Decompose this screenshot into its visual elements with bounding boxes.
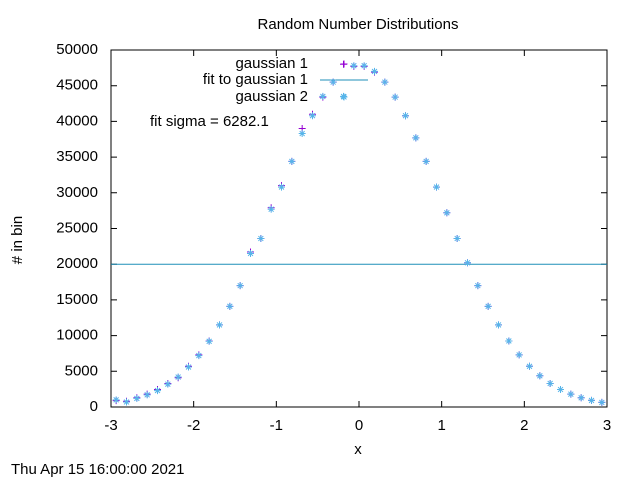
point — [443, 209, 451, 217]
x-tick-label: 1 — [437, 417, 445, 434]
point — [484, 302, 492, 310]
point — [174, 373, 182, 381]
y-tick-label: 30000 — [56, 184, 98, 201]
point — [195, 352, 203, 360]
point — [205, 337, 213, 345]
point — [216, 321, 223, 329]
legend-label: gaussian 1 — [235, 55, 308, 72]
point — [123, 398, 130, 406]
point — [464, 259, 471, 267]
y-tick-label: 35000 — [56, 148, 98, 165]
point — [329, 78, 337, 86]
point — [371, 67, 378, 75]
point — [546, 379, 554, 387]
annotation: fit sigma = 6282.1 — [150, 113, 269, 130]
y-tick-label: 5000 — [65, 362, 98, 379]
y-tick-label: 50000 — [56, 41, 98, 58]
x-tick-label: -1 — [270, 417, 283, 434]
point — [226, 302, 234, 310]
point — [154, 387, 161, 395]
y-tick-label: 10000 — [56, 327, 98, 344]
y-tick-label: 25000 — [56, 219, 98, 236]
point — [185, 363, 192, 371]
point — [495, 321, 502, 329]
y-tick-label: 0 — [90, 398, 98, 415]
point — [567, 390, 575, 398]
point — [309, 112, 316, 120]
point — [288, 157, 296, 165]
point — [236, 282, 244, 290]
point — [350, 62, 358, 70]
point — [391, 93, 399, 101]
point — [402, 112, 409, 120]
y-tick-label: 45000 — [56, 77, 98, 94]
point — [133, 394, 141, 402]
point — [433, 183, 440, 191]
y-tick-label: 15000 — [56, 291, 98, 308]
plot-border — [110, 49, 608, 408]
x-tick-label: 2 — [520, 417, 528, 434]
x-tick-label: 3 — [603, 417, 611, 434]
point — [422, 157, 430, 165]
y-tick-label: 40000 — [56, 112, 98, 129]
point — [598, 398, 606, 406]
point — [474, 282, 482, 290]
point — [360, 62, 368, 70]
point — [536, 372, 544, 380]
chart-title: Random Number Distributions — [258, 16, 459, 33]
x-tick-label: -2 — [187, 417, 200, 434]
point — [577, 394, 585, 402]
point — [340, 92, 347, 100]
timestamp: Thu Apr 15 16:00:00 2021 — [11, 461, 184, 478]
point — [267, 205, 275, 213]
y-axis-label: # in bin — [9, 216, 26, 264]
point — [588, 396, 595, 404]
point — [340, 60, 347, 68]
point — [412, 134, 420, 142]
point — [526, 362, 533, 370]
point — [247, 249, 254, 257]
point — [381, 78, 389, 86]
point — [515, 351, 523, 359]
x-axis-label: x — [354, 441, 362, 458]
point — [164, 380, 172, 388]
legend-label: gaussian 2 — [235, 88, 308, 105]
x-tick-label: 0 — [355, 417, 363, 434]
point — [112, 396, 120, 404]
point — [557, 386, 564, 394]
point — [143, 391, 151, 399]
point — [257, 234, 265, 242]
point — [278, 183, 285, 191]
point — [505, 337, 513, 345]
point — [453, 234, 461, 242]
x-tick-label: -3 — [104, 417, 117, 434]
point — [319, 92, 327, 100]
legend-label: fit to gaussian 1 — [203, 71, 308, 88]
y-tick-label: 20000 — [56, 255, 98, 272]
point — [298, 130, 306, 138]
